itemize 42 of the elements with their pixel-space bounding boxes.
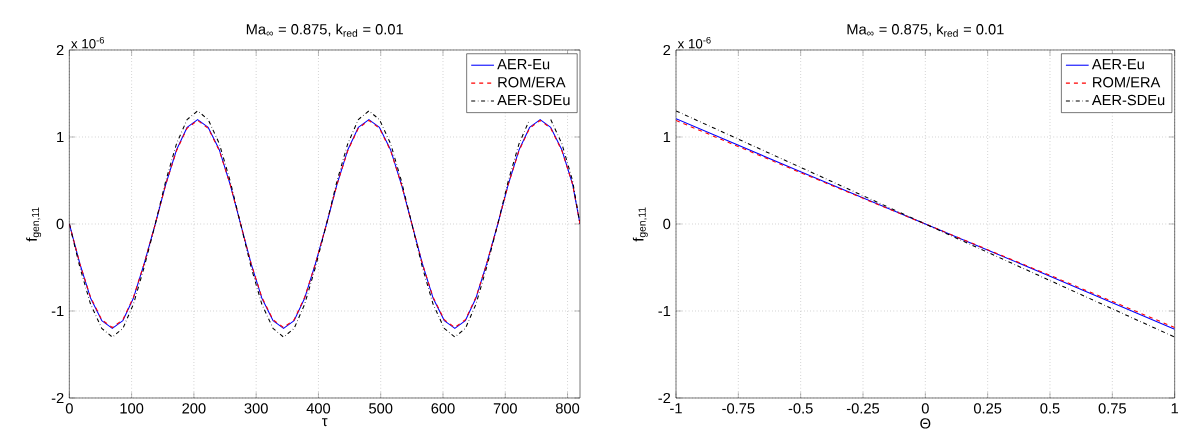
x-tick-label: 0.75 bbox=[1098, 403, 1126, 414]
y-tick-label: 1 bbox=[663, 131, 671, 143]
x-tick-label: 600 bbox=[431, 403, 455, 414]
y-tick-label: 2 bbox=[663, 44, 671, 56]
x-tick-label: -0.5 bbox=[788, 403, 813, 414]
x-tick-label: 500 bbox=[369, 403, 393, 414]
x-axis-title: τ bbox=[321, 418, 328, 427]
x-tick-label: -0.75 bbox=[722, 403, 755, 414]
x-tick-label: 700 bbox=[493, 403, 517, 414]
legend-label: AER-SDEu bbox=[497, 94, 570, 106]
y-tick-label: -2 bbox=[51, 392, 64, 404]
x-axis-title: Θ bbox=[920, 418, 931, 429]
y-tick-label: 0 bbox=[56, 218, 64, 230]
y-tick-label: 1 bbox=[57, 131, 64, 143]
x-tick-label: 0.25 bbox=[973, 403, 1002, 414]
legend-label: ROM/ERA bbox=[1093, 76, 1161, 88]
x-tick-label: -0.25 bbox=[846, 403, 880, 414]
x-tick-label: 0 bbox=[921, 403, 929, 414]
x-tick-label: 300 bbox=[244, 403, 268, 414]
text: x 10$^{-6}$ bbox=[677, 36, 711, 49]
y-tick-label: -2 bbox=[658, 392, 671, 404]
y-tick-label: 2 bbox=[56, 44, 64, 56]
text: x 10$^{-6}$ bbox=[71, 36, 105, 49]
chart-title: Ma$_{∞}$ = 0.875, k$_{red}$ = 0.01 bbox=[246, 23, 403, 37]
x-tick-label: 0 bbox=[65, 403, 73, 414]
y-tick-label: -1 bbox=[658, 305, 671, 317]
y-axis-title: f$_{gen,11}$ bbox=[632, 207, 648, 242]
x-tick-label: 400 bbox=[306, 403, 331, 414]
legend-label: AER-Eu bbox=[497, 59, 550, 70]
x-tick-label: 0.5 bbox=[1040, 403, 1060, 414]
legend-label: AER-Eu bbox=[1091, 59, 1144, 70]
y-tick-label: 0 bbox=[663, 218, 671, 230]
x-tick-label: 200 bbox=[182, 403, 206, 414]
legend-label: ROM/ERA bbox=[498, 76, 566, 88]
chart-title: Ma$_{∞}$ = 0.875, k$_{red}$ = 0.01 bbox=[847, 23, 1004, 37]
x-tick-label: 800 bbox=[555, 403, 580, 414]
x-tick-label: 1 bbox=[1171, 403, 1179, 414]
x-tick-label: -1 bbox=[670, 403, 682, 414]
y-tick-label: -1 bbox=[51, 305, 64, 317]
x-tick-label: 100 bbox=[120, 403, 144, 414]
y-axis-title: f$_{gen,11}$ bbox=[26, 207, 42, 242]
legend-label: AER-SDEu bbox=[1091, 94, 1165, 106]
